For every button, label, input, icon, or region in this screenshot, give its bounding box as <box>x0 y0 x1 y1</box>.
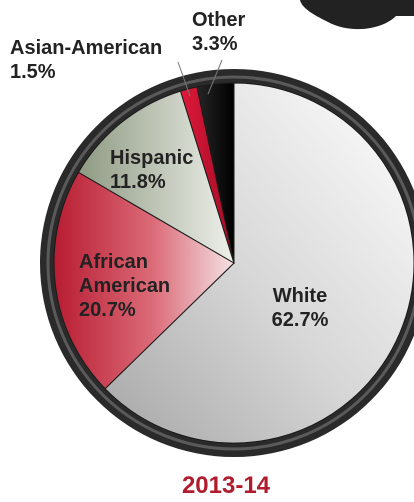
pie-slice-white <box>104 82 414 444</box>
title-fragment <box>300 0 414 30</box>
slice-label-hispanic-line-1: Hispanic <box>110 147 193 169</box>
leader-lines <box>177 59 223 97</box>
pie-slice-african-american <box>53 171 235 390</box>
slice-label-hispanic-line-2: 11.8% <box>110 171 166 193</box>
slice-label-african-american: African American 20.7% <box>79 251 170 321</box>
slice-label-hispanic: Hispanic 11.8% <box>110 147 193 193</box>
pie-slice-other <box>196 82 235 264</box>
slice-label-asian-american-line-1: Asian-American <box>10 37 162 59</box>
chart-caption: 2013-14 <box>182 472 271 499</box>
pie-frame-highlight <box>46 75 414 451</box>
slice-label-other: Other 3.3% <box>192 9 246 55</box>
slice-label-asian-american-line-2: 1.5% <box>10 61 56 83</box>
leader-line-other <box>207 59 223 95</box>
slice-label-african-american-line-2: American <box>79 275 170 297</box>
slice-label-other-line-1: Other <box>192 9 246 31</box>
slice-label-african-american-line-3: 20.7% <box>79 299 136 321</box>
leader-line-asian-american <box>177 61 191 97</box>
slice-labels: White 62.7% African American 20.7% Hispanic 11… <box>10 9 329 331</box>
slice-label-asian-american: Asian-American 1.5% <box>10 37 162 83</box>
pie-slice-hispanic <box>77 90 235 265</box>
slice-label-other-line-2: 3.3% <box>192 33 238 55</box>
slice-label-white: White 62.7% <box>272 285 329 331</box>
pie-slices <box>53 82 414 444</box>
slice-label-african-american-line-1: African <box>79 251 148 273</box>
slice-label-white-line-2: 62.7% <box>272 309 329 331</box>
slice-label-white-line-1: White <box>273 285 327 307</box>
